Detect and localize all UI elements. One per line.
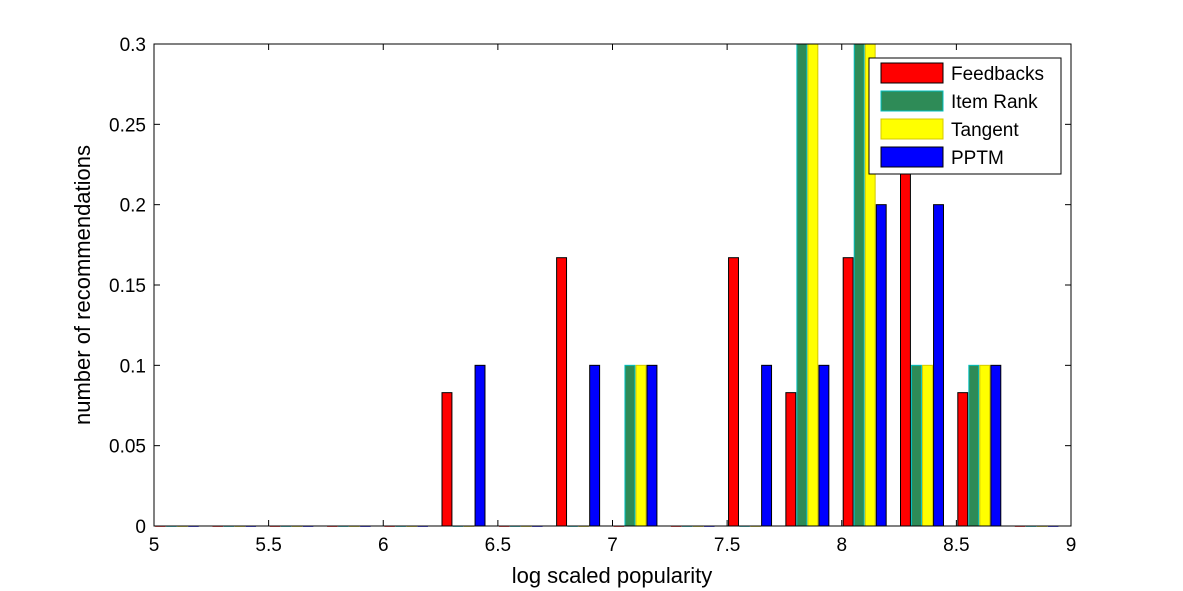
bar-feedbacks-11: [785, 392, 797, 527]
bar-pptm-8: [646, 364, 658, 527]
y-axis-label: number of recommendations: [70, 145, 95, 425]
bar-pptm-14: [990, 364, 1002, 527]
legend: Feedbacks Item Rank Tangent PPTM: [868, 57, 1062, 175]
bar-item-rank-13: [911, 364, 922, 527]
bar-pptm-5: [474, 364, 486, 527]
x-tick-label: 8: [836, 535, 847, 556]
y-tick-label: 0.1: [120, 356, 146, 377]
legend-label-tangent: Tangent: [951, 120, 1019, 141]
bar-pptm-13: [933, 204, 944, 527]
x-axis-label: log scaled popularity: [512, 563, 713, 588]
y-tick-label: 0.3: [120, 35, 146, 56]
x-tick-label: 8.5: [943, 535, 969, 556]
bar-item-rank-14: [968, 364, 980, 527]
legend-swatch-tangent: [880, 118, 944, 140]
y-tick-label: 0.2: [120, 196, 146, 217]
bar-item-rank-12: [853, 43, 865, 527]
legend-label-feedbacks: Feedbacks: [951, 64, 1044, 85]
bar-feedbacks-5: [441, 392, 453, 527]
bar-pptm-7: [589, 364, 601, 527]
x-tick-label: 6: [378, 535, 389, 556]
x-tick-label: 9: [1066, 535, 1077, 556]
bar-item-rank-11: [796, 43, 808, 527]
bar-tangent-14: [979, 364, 991, 527]
y-tick-label: 0: [135, 517, 146, 538]
legend-swatch-feedbacks: [880, 62, 944, 84]
y-axis-ticks: 0 0.05 0.1 0.15 0.2 0.25 0.3: [109, 35, 1071, 538]
bar-pptm-10: [761, 364, 773, 527]
bar-tangent-13: [922, 364, 933, 527]
bar-pptm-11: [818, 364, 830, 527]
legend-swatch-item-rank: [880, 90, 944, 112]
bar-tangent-11: [807, 43, 819, 527]
bar-tangent-8: [635, 364, 647, 527]
x-axis-ticks: 5 5.5 6 6.5 7 7.5 8 8.5 9: [149, 44, 1077, 556]
bar-item-rank-8: [624, 364, 636, 527]
bar-feedbacks-10: [728, 257, 739, 527]
bar-feedbacks-12: [842, 257, 854, 527]
bar-feedbacks-7: [556, 257, 568, 527]
bar-feedbacks-14: [957, 392, 969, 527]
legend-label-pptm: PPTM: [951, 148, 1004, 169]
x-tick-label: 6.5: [485, 535, 511, 556]
bar-pptm-12: [875, 204, 887, 527]
x-tick-label: 5.5: [255, 535, 281, 556]
legend-label-item-rank: Item Rank: [951, 92, 1038, 113]
bar-feedbacks-13: [900, 123, 911, 527]
y-tick-label: 0.05: [109, 437, 146, 458]
x-tick-label: 5: [149, 535, 160, 556]
legend-swatch-pptm: [880, 146, 944, 168]
y-tick-label: 0.25: [109, 115, 146, 136]
x-tick-label: 7: [607, 535, 618, 556]
y-tick-label: 0.15: [109, 276, 146, 297]
x-tick-label: 7.5: [714, 535, 740, 556]
